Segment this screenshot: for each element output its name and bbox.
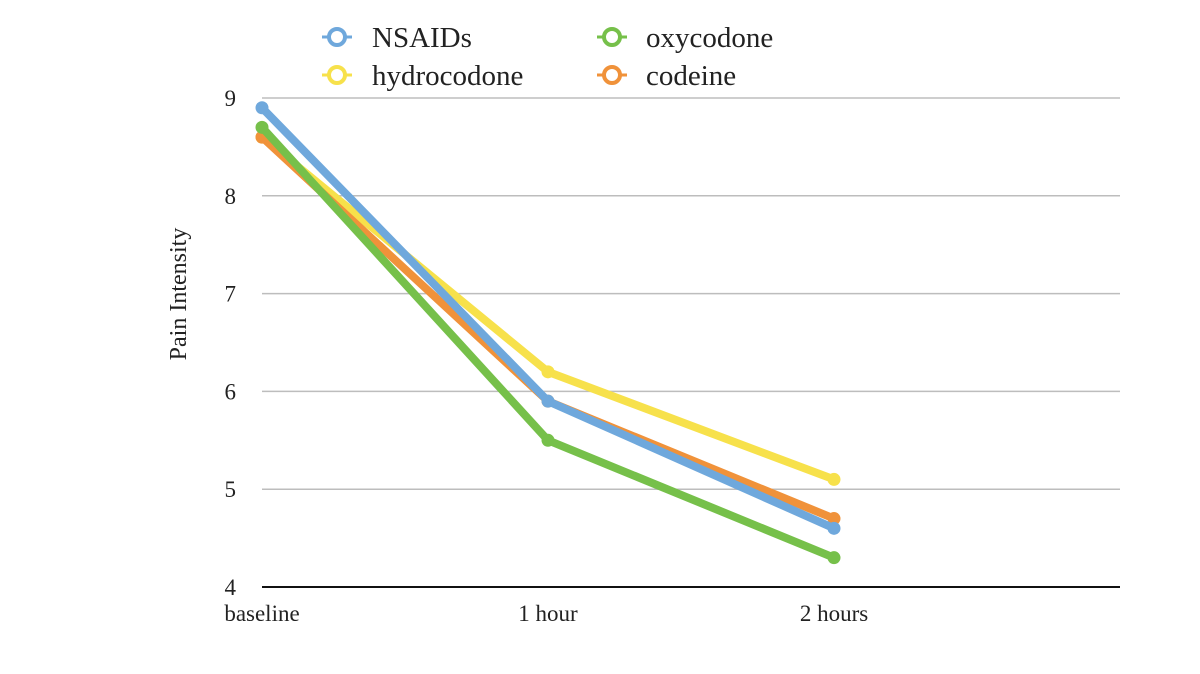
y-tick-label-7: 7 — [225, 282, 237, 307]
y-tick-label-4: 4 — [225, 575, 237, 600]
legend-label-nsaids: NSAIDs — [372, 22, 472, 54]
legend-label-hydrocodone: hydrocodone — [372, 60, 523, 92]
legend-item-oxycodone: oxycodone — [597, 22, 773, 54]
legend-item-hydrocodone: hydrocodone — [322, 60, 523, 92]
x-axis-ticks: baseline 1 hour 2 hours — [224, 601, 868, 626]
series-line-nsaids — [258, 103, 838, 533]
data-point-nsaids-baseline — [255, 101, 269, 115]
legend: NSAIDs hydrocodone oxycodone codeine — [322, 22, 773, 92]
y-tick-label-6: 6 — [225, 379, 237, 404]
series-nsaids — [255, 101, 841, 535]
x-tick-label-1-hour: 1 hour — [518, 601, 578, 626]
series-hydrocodone — [255, 130, 841, 486]
legend-item-codeine: codeine — [597, 60, 736, 92]
data-point-hydrocodone-2-hours — [827, 472, 841, 486]
series-line-hydrocodone — [258, 133, 838, 484]
y-tick-label-8: 8 — [225, 184, 237, 209]
series-layer — [255, 101, 841, 565]
series-oxycodone — [255, 120, 841, 565]
data-point-oxycodone-1-hour — [541, 433, 555, 447]
legend-item-nsaids: NSAIDs — [322, 22, 472, 54]
y-axis-ticks: 4 5 6 7 8 9 — [225, 86, 237, 600]
legend-swatch-hydrocodone-marker — [327, 65, 347, 85]
legend-label-oxycodone: oxycodone — [646, 22, 773, 54]
legend-swatch-oxycodone-marker — [602, 27, 622, 47]
y-tick-label-5: 5 — [225, 477, 237, 502]
y-axis-label: Pain Intensity — [166, 228, 192, 361]
data-point-nsaids-1-hour — [541, 394, 555, 408]
x-tick-label-baseline: baseline — [224, 601, 299, 626]
legend-swatch-codeine-marker — [602, 65, 622, 85]
data-point-oxycodone-baseline — [255, 120, 269, 134]
legend-label-codeine: codeine — [646, 60, 736, 92]
data-point-hydrocodone-1-hour — [541, 365, 555, 379]
legend-swatch-nsaids-marker — [327, 27, 347, 47]
y-tick-label-9: 9 — [225, 86, 237, 111]
data-point-codeine-2-hours — [827, 512, 841, 526]
gridlines — [262, 97, 1120, 490]
data-point-oxycodone-2-hours — [827, 551, 841, 565]
data-point-nsaids-2-hours — [827, 521, 841, 535]
x-tick-label-2-hours: 2 hours — [800, 601, 868, 626]
